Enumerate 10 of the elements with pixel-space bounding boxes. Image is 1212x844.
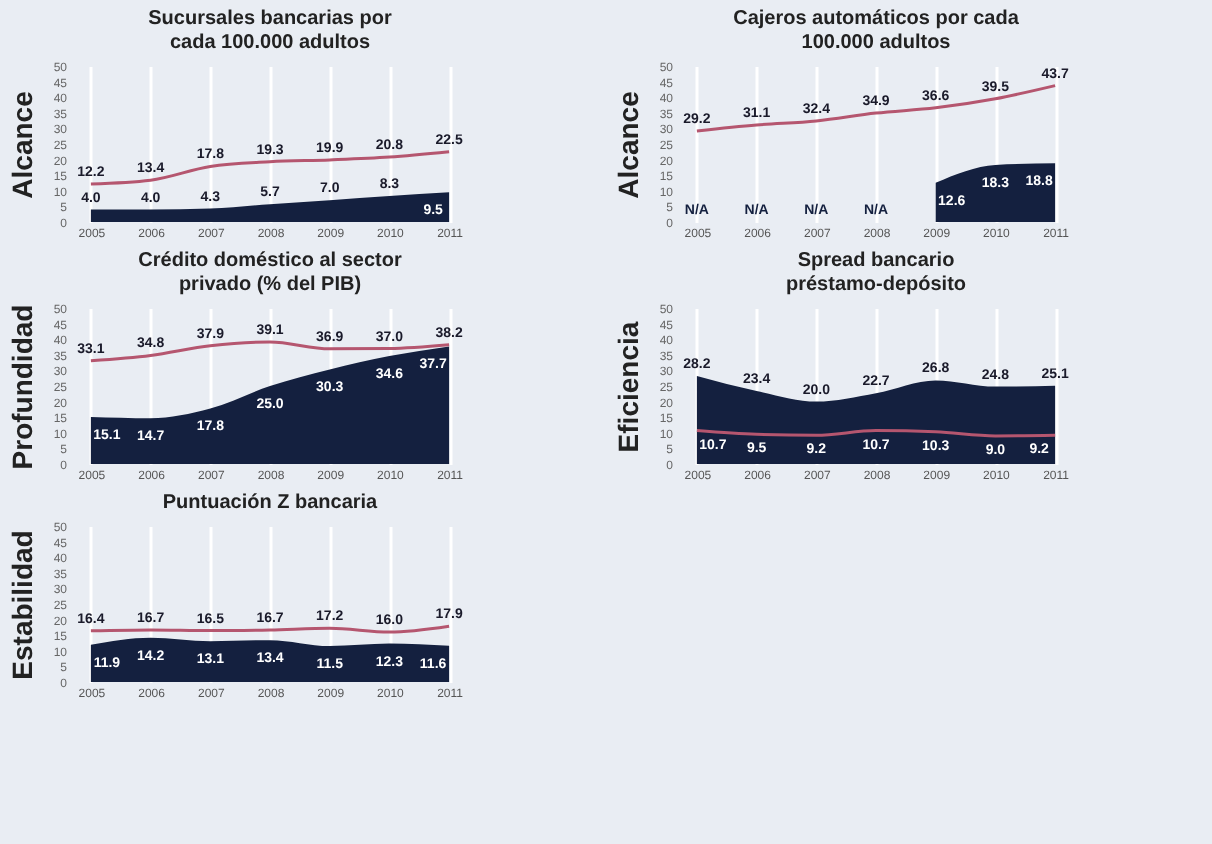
y-axis-title: Estabilidad <box>5 530 38 680</box>
y-axis-title: Alcance <box>611 90 644 199</box>
chart-title: Cajeros automáticos por cada 100.000 adultos <box>733 8 1020 54</box>
y-axis-title: Eficiencia <box>611 321 644 453</box>
y-axis-title: Profundidad <box>5 304 38 470</box>
chart-title: Puntuación Z bancaria <box>162 492 379 514</box>
chart-title: Crédito doméstico al sector privado (% del PIB) <box>138 250 402 296</box>
y-axis-title: Alcance <box>5 90 38 199</box>
chart-title: Spread bancario préstamo-depósito <box>785 250 967 296</box>
chart-title: Sucursales bancarias por cada 100.000 adultos <box>148 8 392 54</box>
